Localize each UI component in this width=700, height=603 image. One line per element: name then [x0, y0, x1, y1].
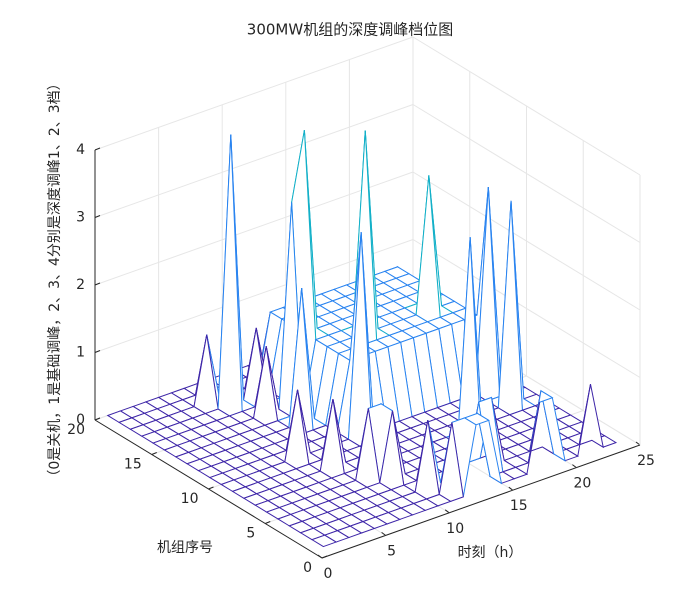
z-tick-label: 0: [76, 412, 85, 428]
y-axis: [94, 419, 323, 559]
grid-line: [94, 104, 414, 218]
x-axis: [321, 444, 641, 559]
tick-mark: [572, 464, 577, 469]
z-tick-label: 2: [76, 277, 85, 293]
y-tick-label: 20: [67, 422, 85, 438]
y-tick-label: 5: [246, 526, 255, 542]
mesh-cell: [497, 200, 523, 416]
tick-mark: [265, 521, 271, 524]
tick-mark: [208, 486, 214, 490]
z-tick-label: 1: [76, 345, 85, 361]
z-tick-label: 4: [76, 142, 85, 158]
tick-mark: [94, 215, 101, 218]
mesh-cell: [415, 175, 441, 323]
x-tick-label: 25: [637, 453, 655, 469]
tick-mark: [94, 282, 101, 286]
grid-line: [94, 36, 414, 151]
tick-mark: [94, 350, 101, 353]
tick-mark: [381, 532, 386, 536]
tick-mark: [151, 452, 157, 455]
x-tick-label: 10: [446, 521, 464, 537]
chart-title: 300MW机组的深度调峰档位图: [247, 21, 453, 39]
y-axis-label: 机组序号: [157, 540, 213, 556]
y-tick-label: 15: [124, 457, 142, 473]
tick-mark: [94, 147, 101, 151]
grid-line: [94, 171, 414, 286]
x-tick-label: 20: [573, 476, 591, 492]
x-tick-label: 5: [387, 543, 396, 559]
tick-mark: [444, 509, 450, 514]
z-axis-label: （0是关机，1是基础调峰，2、3、4分别是深度调峰1、2、3档）: [46, 76, 63, 483]
x-axis-label: 时刻（h）: [458, 545, 523, 561]
tick-mark: [94, 417, 101, 421]
x-tick-label: 15: [510, 498, 528, 514]
tick-mark: [635, 441, 641, 446]
y-tick-label: 10: [181, 491, 199, 507]
mesh-cell: [310, 534, 338, 548]
x-tick-label: 0: [324, 566, 333, 582]
y-tick-label: 0: [303, 560, 312, 576]
tick-mark: [508, 486, 514, 491]
z-tick-label: 3: [76, 210, 85, 226]
